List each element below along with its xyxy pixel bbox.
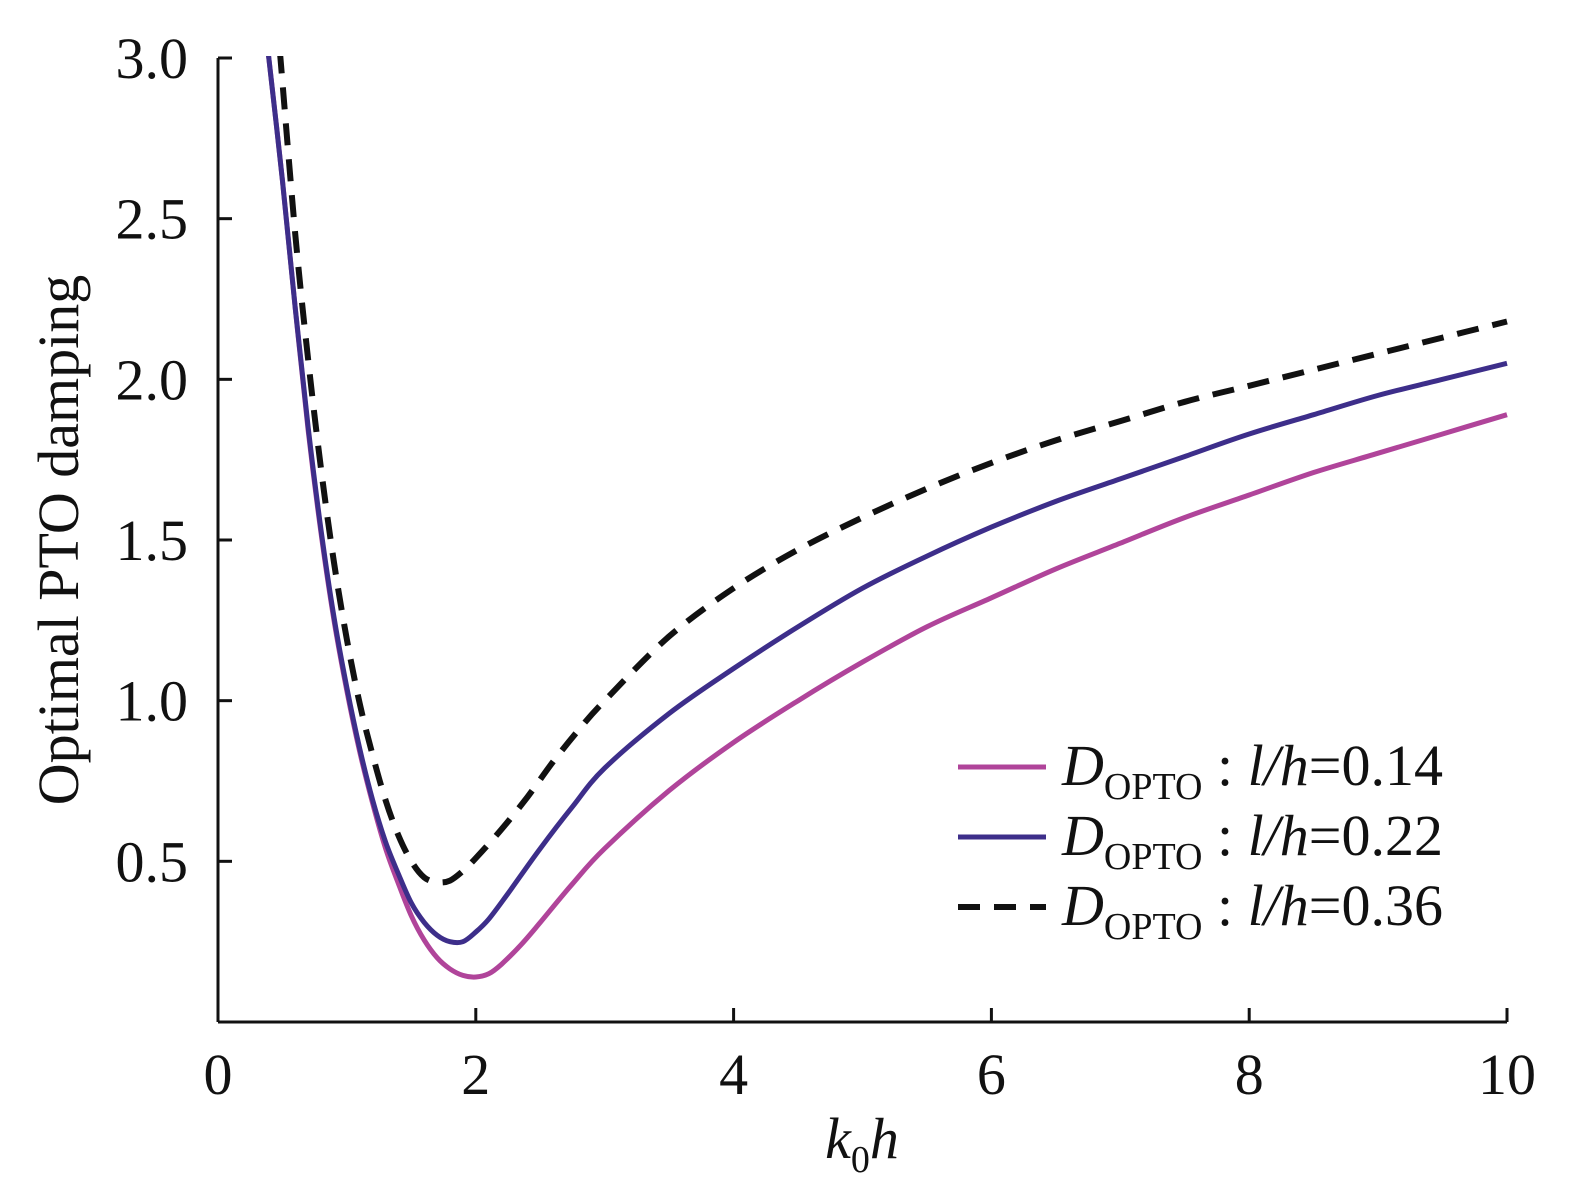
legend-label-1: DOPTO : l/h=0.14: [1061, 733, 1443, 808]
x-tick-label: 2: [461, 1042, 490, 1107]
x-tick-label: 4: [719, 1042, 748, 1107]
y-tick-label: 1.0: [116, 669, 189, 734]
y-tick-label: 3.0: [116, 26, 189, 91]
x-tick-label: 6: [977, 1042, 1006, 1107]
y-ticks: 0.5 1.0 1.5 2.0 2.5 3.0: [116, 26, 232, 894]
x-axis-title-sub: 0: [851, 1139, 870, 1181]
plot-lines: [266, 56, 1508, 980]
x-tick-label: 0: [204, 1042, 233, 1107]
y-tick-label: 1.5: [116, 508, 189, 573]
series-line-3: [277, 56, 1508, 886]
y-tick-label: 2.5: [116, 187, 189, 252]
x-ticks: 0 2 4 6 8 10: [204, 1008, 1536, 1107]
x-axis-title-tail: h: [870, 1106, 899, 1171]
y-axis-title: Optimal PTO damping: [26, 275, 91, 806]
x-tick-label: 10: [1478, 1042, 1536, 1107]
x-axis-title: k0h: [825, 1106, 899, 1181]
x-axis-title-base: k: [825, 1106, 852, 1171]
y-tick-label: 0.5: [116, 829, 189, 894]
x-tick-label: 8: [1235, 1042, 1264, 1107]
legend-label-2: DOPTO : l/h=0.22: [1061, 803, 1443, 878]
series-line-2: [266, 56, 1508, 946]
legend-label-3: DOPTO : l/h=0.36: [1061, 873, 1443, 948]
y-tick-label: 2.0: [116, 347, 189, 412]
